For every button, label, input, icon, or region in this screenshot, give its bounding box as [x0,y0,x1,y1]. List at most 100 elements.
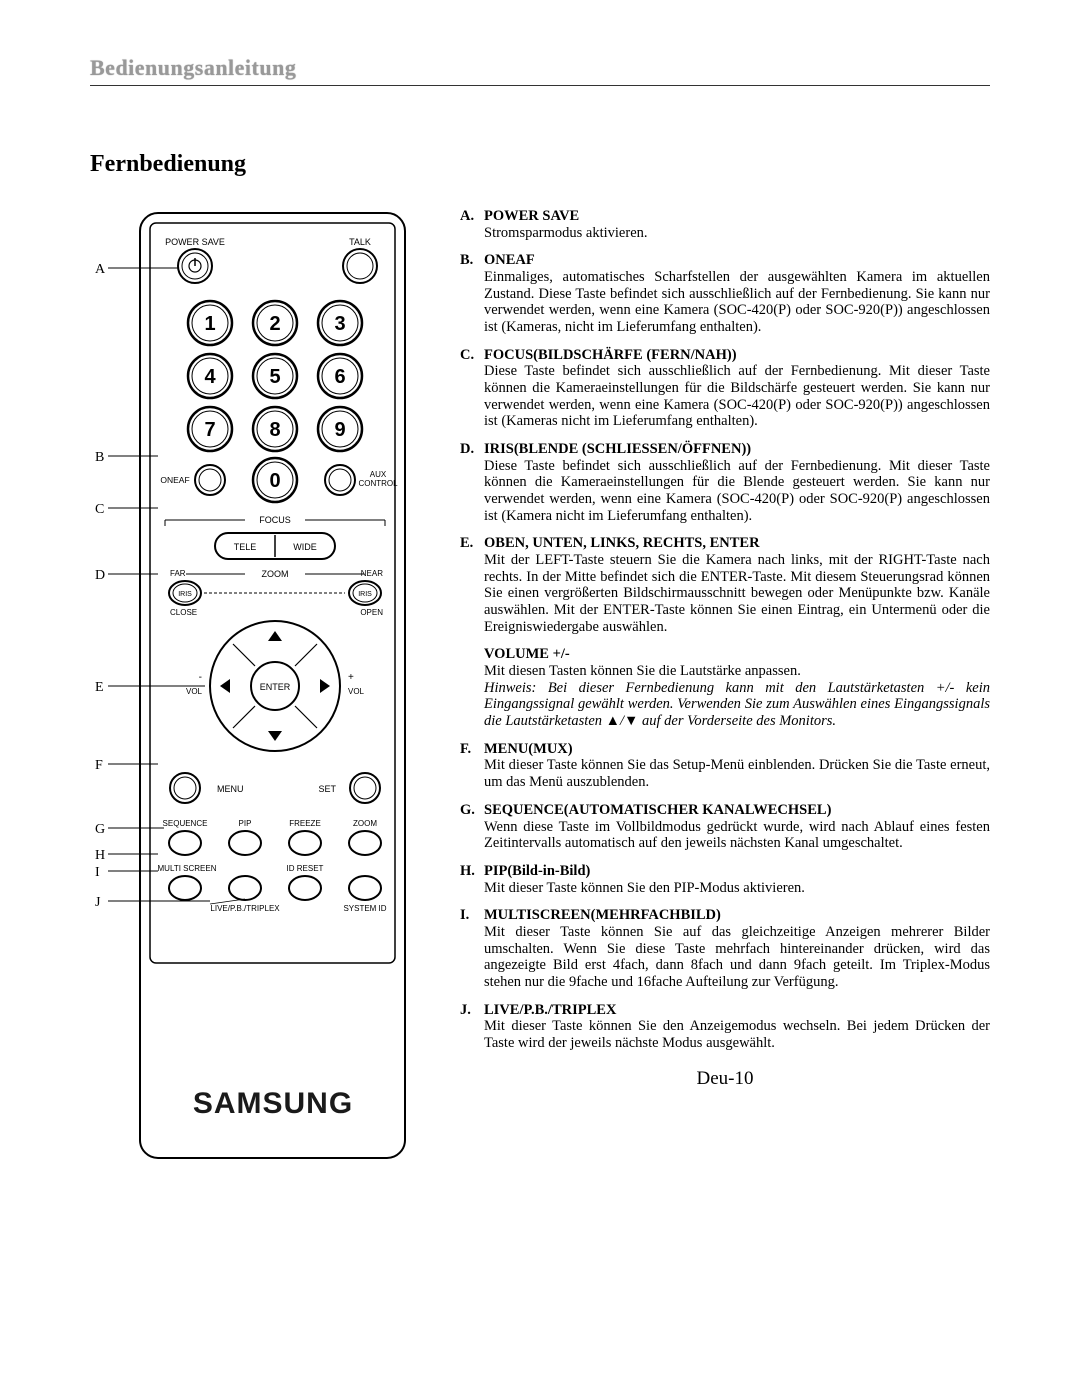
brand-logo: SAMSUNG [193,1087,353,1120]
desc-letter: D. [460,441,484,524]
svg-text:VOL: VOL [186,687,203,696]
desc-body: Mit dieser Taste können Sie den Anzeigem… [484,1018,990,1051]
desc-note: Hinweis: Bei dieser Fernbedienung kann m… [484,680,990,730]
callout-C: C [95,502,104,517]
svg-text:LIVE/P.B./TRIPLEX: LIVE/P.B./TRIPLEX [210,904,280,913]
desc-body: Mit der LEFT-Taste steuern Sie die Kamer… [484,552,990,635]
svg-text:VOL: VOL [348,687,365,696]
desc-item-J: J. LIVE/P.B./TRIPLEX Mit dieser Taste kö… [460,1002,990,1052]
desc-letter: J. [460,1002,484,1052]
desc-body: Stromsparmodus aktivieren. [484,225,990,242]
svg-text:6: 6 [334,366,345,388]
desc-heading: IRIS(BLENDE (SCHLIESSEN/ÖFFNEN)) [484,441,990,458]
svg-text:1: 1 [204,313,215,335]
desc-item-C: C. FOCUS(BILDSCHÄRFE (FERN/NAH)) Diese T… [460,347,990,430]
svg-text:NEAR: NEAR [361,569,383,578]
descriptions-column: A. POWER SAVE Stromsparmodus aktivieren.… [460,208,990,1173]
svg-text:OPEN: OPEN [360,608,383,617]
svg-text:CLOSE: CLOSE [170,608,197,617]
triangle-down-icon [624,713,638,729]
desc-heading: POWER SAVE [484,208,990,225]
desc-heading: SEQUENCE(AUTOMATISCHER KANALWECHSEL) [484,802,990,819]
callout-H: H [95,848,105,863]
desc-letter: E. [460,535,484,635]
section-title: Fernbedienung [90,151,990,178]
desc-heading: PIP(Bild-in-Bild) [484,863,990,880]
desc-letter: F. [460,741,484,791]
svg-text:ZOOM: ZOOM [353,819,377,828]
svg-text:WIDE: WIDE [293,542,317,552]
svg-text:0: 0 [269,470,280,492]
svg-text:PIP: PIP [239,819,252,828]
svg-text:TELE: TELE [234,542,257,552]
desc-body: Diese Taste befindet sich ausschließlich… [484,458,990,525]
svg-text:ENTER: ENTER [260,682,291,692]
desc-item-A: A. POWER SAVE Stromsparmodus aktivieren. [460,208,990,241]
callout-G: G [95,822,105,837]
content-container: POWER SAVE TALK 1 2 3 4 [90,208,990,1173]
svg-text:CONTROL: CONTROL [358,479,398,488]
header-title: Bedienungsanleitung [90,55,296,81]
desc-body: Mit dieser Taste können Sie das Setup-Me… [484,757,990,790]
header-section: Bedienungsanleitung [90,55,990,86]
svg-text:IRIS: IRIS [178,591,192,598]
desc-heading: MENU(MUX) [484,741,990,758]
desc-heading: ONEAF [484,252,990,269]
svg-text:7: 7 [204,419,215,441]
callout-F: F [95,758,103,773]
svg-text:FREEZE: FREEZE [289,819,321,828]
desc-heading: MULTISCREEN(MEHRFACHBILD) [484,907,990,924]
svg-text:MULTI SCREEN: MULTI SCREEN [158,864,217,873]
desc-letter: A. [460,208,484,241]
desc-item-G: G. SEQUENCE(AUTOMATISCHER KANALWECHSEL) … [460,802,990,852]
svg-text:+: + [348,672,354,683]
callout-E: E [95,680,104,695]
svg-text:FAR: FAR [170,569,186,578]
svg-text:8: 8 [269,419,280,441]
desc-letter: G. [460,802,484,852]
desc-body: Mit diesen Tasten können Sie die Lautstä… [484,663,990,680]
callout-J: J [95,895,101,910]
svg-text:4: 4 [204,366,216,388]
callout-D: D [95,568,105,583]
callout-I: I [95,865,100,880]
svg-text:SYSTEM ID: SYSTEM ID [343,904,386,913]
desc-item-H: H. PIP(Bild-in-Bild) Mit dieser Taste kö… [460,863,990,896]
svg-text:SET: SET [318,784,336,794]
desc-body: Wenn diese Taste im Vollbildmodus gedrüc… [484,819,990,852]
header-divider [90,85,990,86]
desc-letter: C. [460,347,484,430]
svg-text:3: 3 [334,313,345,335]
desc-letter: I. [460,907,484,990]
remote-column: POWER SAVE TALK 1 2 3 4 [90,208,410,1173]
svg-text:2: 2 [269,313,280,335]
desc-heading: OBEN, UNTEN, LINKS, RECHTS, ENTER [484,535,990,552]
desc-heading: FOCUS(BILDSCHÄRFE (FERN/NAH)) [484,347,990,364]
desc-item-E: E. OBEN, UNTEN, LINKS, RECHTS, ENTER Mit… [460,535,990,635]
label-talk: TALK [349,237,371,247]
keypad: 1 2 3 4 5 6 7 8 [188,301,362,451]
svg-text:5: 5 [269,366,280,388]
desc-body: Diese Taste befindet sich ausschließlich… [484,363,990,430]
desc-letter: H. [460,863,484,896]
desc-item-I: I. MULTISCREEN(MEHRFACHBILD) Mit dieser … [460,907,990,990]
desc-heading: VOLUME +/- [484,646,990,663]
svg-text:ONEAF: ONEAF [160,475,189,485]
desc-letter: B. [460,252,484,335]
svg-text:FOCUS: FOCUS [259,515,291,525]
svg-text:MENU: MENU [217,784,244,794]
desc-body: Mit dieser Taste können Sie auf das glei… [484,924,990,991]
svg-text:-: - [199,672,202,683]
callout-B: B [95,450,104,465]
svg-text:ZOOM: ZOOM [262,569,289,579]
svg-text:SEQUENCE: SEQUENCE [163,819,208,828]
desc-item-F: F. MENU(MUX) Mit dieser Taste können Sie… [460,741,990,791]
desc-item-volume: VOLUME +/- Mit diesen Tasten können Sie … [484,646,990,729]
page-number: Deu-10 [460,1068,990,1090]
svg-text:AUX: AUX [370,470,387,479]
remote-diagram: POWER SAVE TALK 1 2 3 4 [90,208,410,1168]
svg-text:9: 9 [334,419,345,441]
callout-A: A [95,262,106,277]
label-power-save: POWER SAVE [165,237,225,247]
triangle-up-icon [606,713,620,729]
